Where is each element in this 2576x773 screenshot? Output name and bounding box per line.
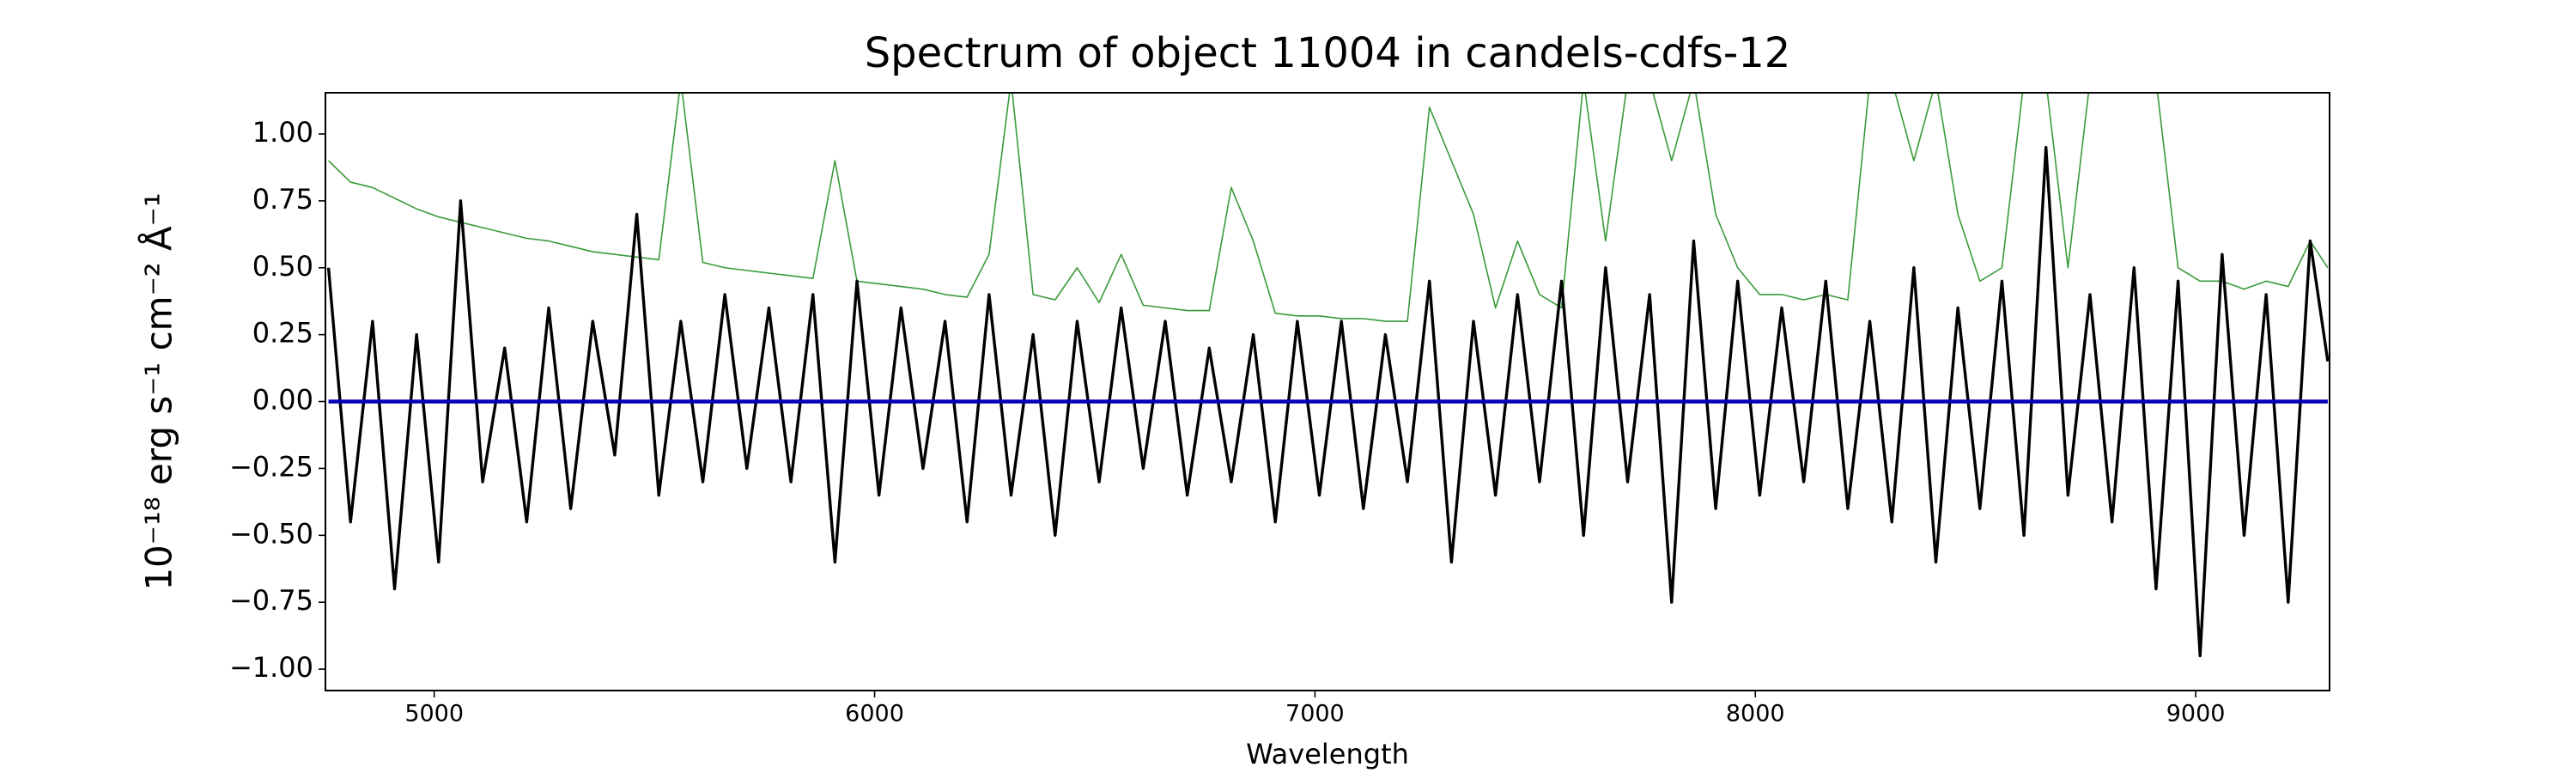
spectrum-line: [328, 93, 2329, 322]
y-tick-label: −0.50: [229, 517, 313, 550]
y-tick-label: 0.25: [252, 317, 313, 350]
x-tick-label: 6000: [845, 701, 904, 727]
x-tick-label: 5000: [404, 701, 464, 727]
y-tick-label: −0.25: [229, 450, 313, 483]
y-tick-label: 0.75: [252, 183, 313, 216]
y-tick-label: 1.00: [252, 116, 313, 149]
y-tick-label: 0.50: [252, 250, 313, 283]
y-tick-label: 0.00: [252, 384, 313, 417]
spectrum-line: [326, 145, 2330, 658]
y-axis-label: 10⁻¹⁸ erg s⁻¹ cm⁻² Å⁻¹: [137, 192, 180, 590]
axes-frame: [325, 92, 2330, 691]
y-tick-label: −0.75: [229, 584, 313, 617]
x-tick-label: 9000: [2166, 701, 2226, 727]
x-tick-label: 8000: [1726, 701, 1785, 727]
plot-area: [326, 93, 2330, 658]
x-tick-label: 7000: [1285, 701, 1345, 727]
chart-title: Spectrum of object 11004 in candels-cdfs…: [865, 29, 1791, 77]
y-tick-label: −1.00: [229, 651, 313, 684]
x-axis-label: Wavelength: [1246, 738, 1409, 770]
